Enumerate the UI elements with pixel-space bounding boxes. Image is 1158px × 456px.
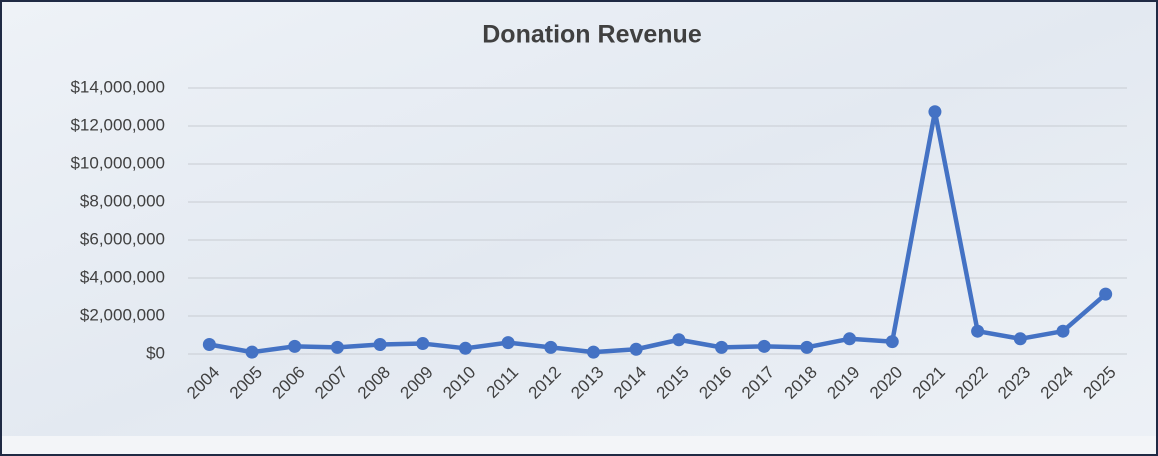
y-tick-label: $12,000,000 <box>70 115 165 134</box>
data-point <box>843 332 857 346</box>
data-point <box>715 340 729 354</box>
data-point <box>629 342 643 356</box>
data-point <box>202 338 216 351</box>
data-point <box>800 340 814 354</box>
data-point <box>245 345 259 359</box>
y-tick-label: $2,000,000 <box>80 305 165 324</box>
data-point <box>373 338 387 351</box>
data-point <box>288 339 302 353</box>
data-point <box>1099 287 1113 301</box>
data-point <box>544 340 558 354</box>
data-point <box>458 341 472 355</box>
data-point <box>971 324 985 338</box>
data-point <box>1056 324 1070 338</box>
data-point <box>672 333 686 347</box>
y-tick-label: $4,000,000 <box>80 267 165 286</box>
series-line <box>208 109 1108 355</box>
data-point <box>416 337 430 351</box>
data-point <box>501 336 515 350</box>
y-tick-label: $10,000,000 <box>70 153 165 172</box>
y-tick-label: $6,000,000 <box>80 229 165 248</box>
data-point <box>885 335 899 349</box>
data-point <box>757 339 771 353</box>
y-tick-label: $0 <box>146 343 165 362</box>
data-point <box>586 345 600 359</box>
data-point <box>928 105 942 119</box>
footer-band <box>2 436 1156 454</box>
data-point <box>1013 332 1027 346</box>
chart-title: Donation Revenue <box>482 21 702 49</box>
y-tick-label: $14,000,000 <box>70 77 165 96</box>
data-point <box>330 340 344 354</box>
y-tick-label: $8,000,000 <box>80 191 165 210</box>
